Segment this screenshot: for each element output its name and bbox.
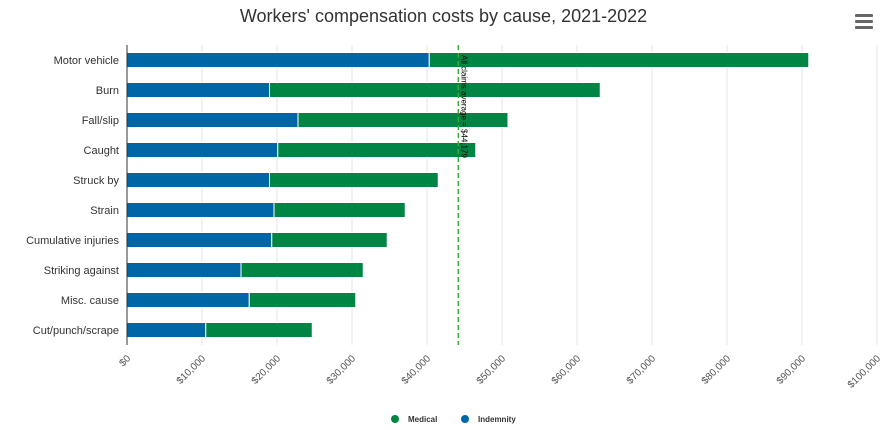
x-tick-label: $20,000 [250,353,284,387]
legend-marker[interactable] [391,415,399,423]
bars [126,52,810,338]
x-tick-label: $100,000 [846,353,884,391]
x-tick-label: $30,000 [325,353,359,387]
legend-marker[interactable] [461,415,469,423]
category-label: Burn [96,85,119,97]
bar-indemnity[interactable] [126,142,279,158]
bar-indemnity[interactable] [126,202,275,218]
category-label: Caught [84,145,119,157]
bar-medical[interactable] [273,202,406,218]
x-tick-label: $50,000 [475,353,509,387]
legend: Medical Indemnity [391,415,516,424]
category-label: Misc. cause [61,295,119,307]
bar-indemnity[interactable] [126,112,299,128]
bar-indemnity[interactable] [126,262,242,278]
bar-medical[interactable] [269,82,601,98]
category-label: Cumulative injuries [26,235,119,247]
x-tick-label: $80,000 [700,353,734,387]
bar-medical[interactable] [269,172,439,188]
x-tick-label: $10,000 [175,353,209,387]
x-tick-label: $70,000 [625,353,659,387]
category-label: Motor vehicle [54,55,119,67]
bar-medical[interactable] [271,232,388,248]
bar-medical[interactable] [205,322,313,338]
bar-indemnity[interactable] [126,292,250,308]
legend-label[interactable]: Medical [408,415,437,424]
bar-indemnity[interactable] [126,52,430,68]
category-label: Cut/punch/scrape [33,325,119,337]
chart-title: Workers' compensation costs by cause, 20… [239,6,648,26]
bar-medical[interactable] [248,292,357,308]
category-label: Fall/slip [82,115,119,127]
x-tick-label: $90,000 [775,353,809,387]
bar-medical[interactable] [428,52,810,68]
x-tick-label: $0 [117,353,133,369]
bar-medical[interactable] [240,262,364,278]
bar-indemnity[interactable] [126,322,207,338]
x-tick-label: $40,000 [400,353,434,387]
bar-indemnity[interactable] [126,232,273,248]
category-label: Striking against [44,265,119,277]
bar-medical[interactable] [277,142,477,158]
bar-indemnity[interactable] [126,82,270,98]
bar-medical[interactable] [297,112,509,128]
average-reference-label: All claims average = $44,179 [459,55,468,159]
x-tick-label: $60,000 [550,353,584,387]
legend-label[interactable]: Indemnity [478,415,516,424]
menu-button[interactable] [855,14,873,30]
category-label: Struck by [73,175,119,187]
reference-line-group: All claims average = $44,179 [457,45,468,345]
category-label: Strain [90,205,119,217]
bar-indemnity[interactable] [126,172,270,188]
hamburger-menu-icon [855,14,873,17]
